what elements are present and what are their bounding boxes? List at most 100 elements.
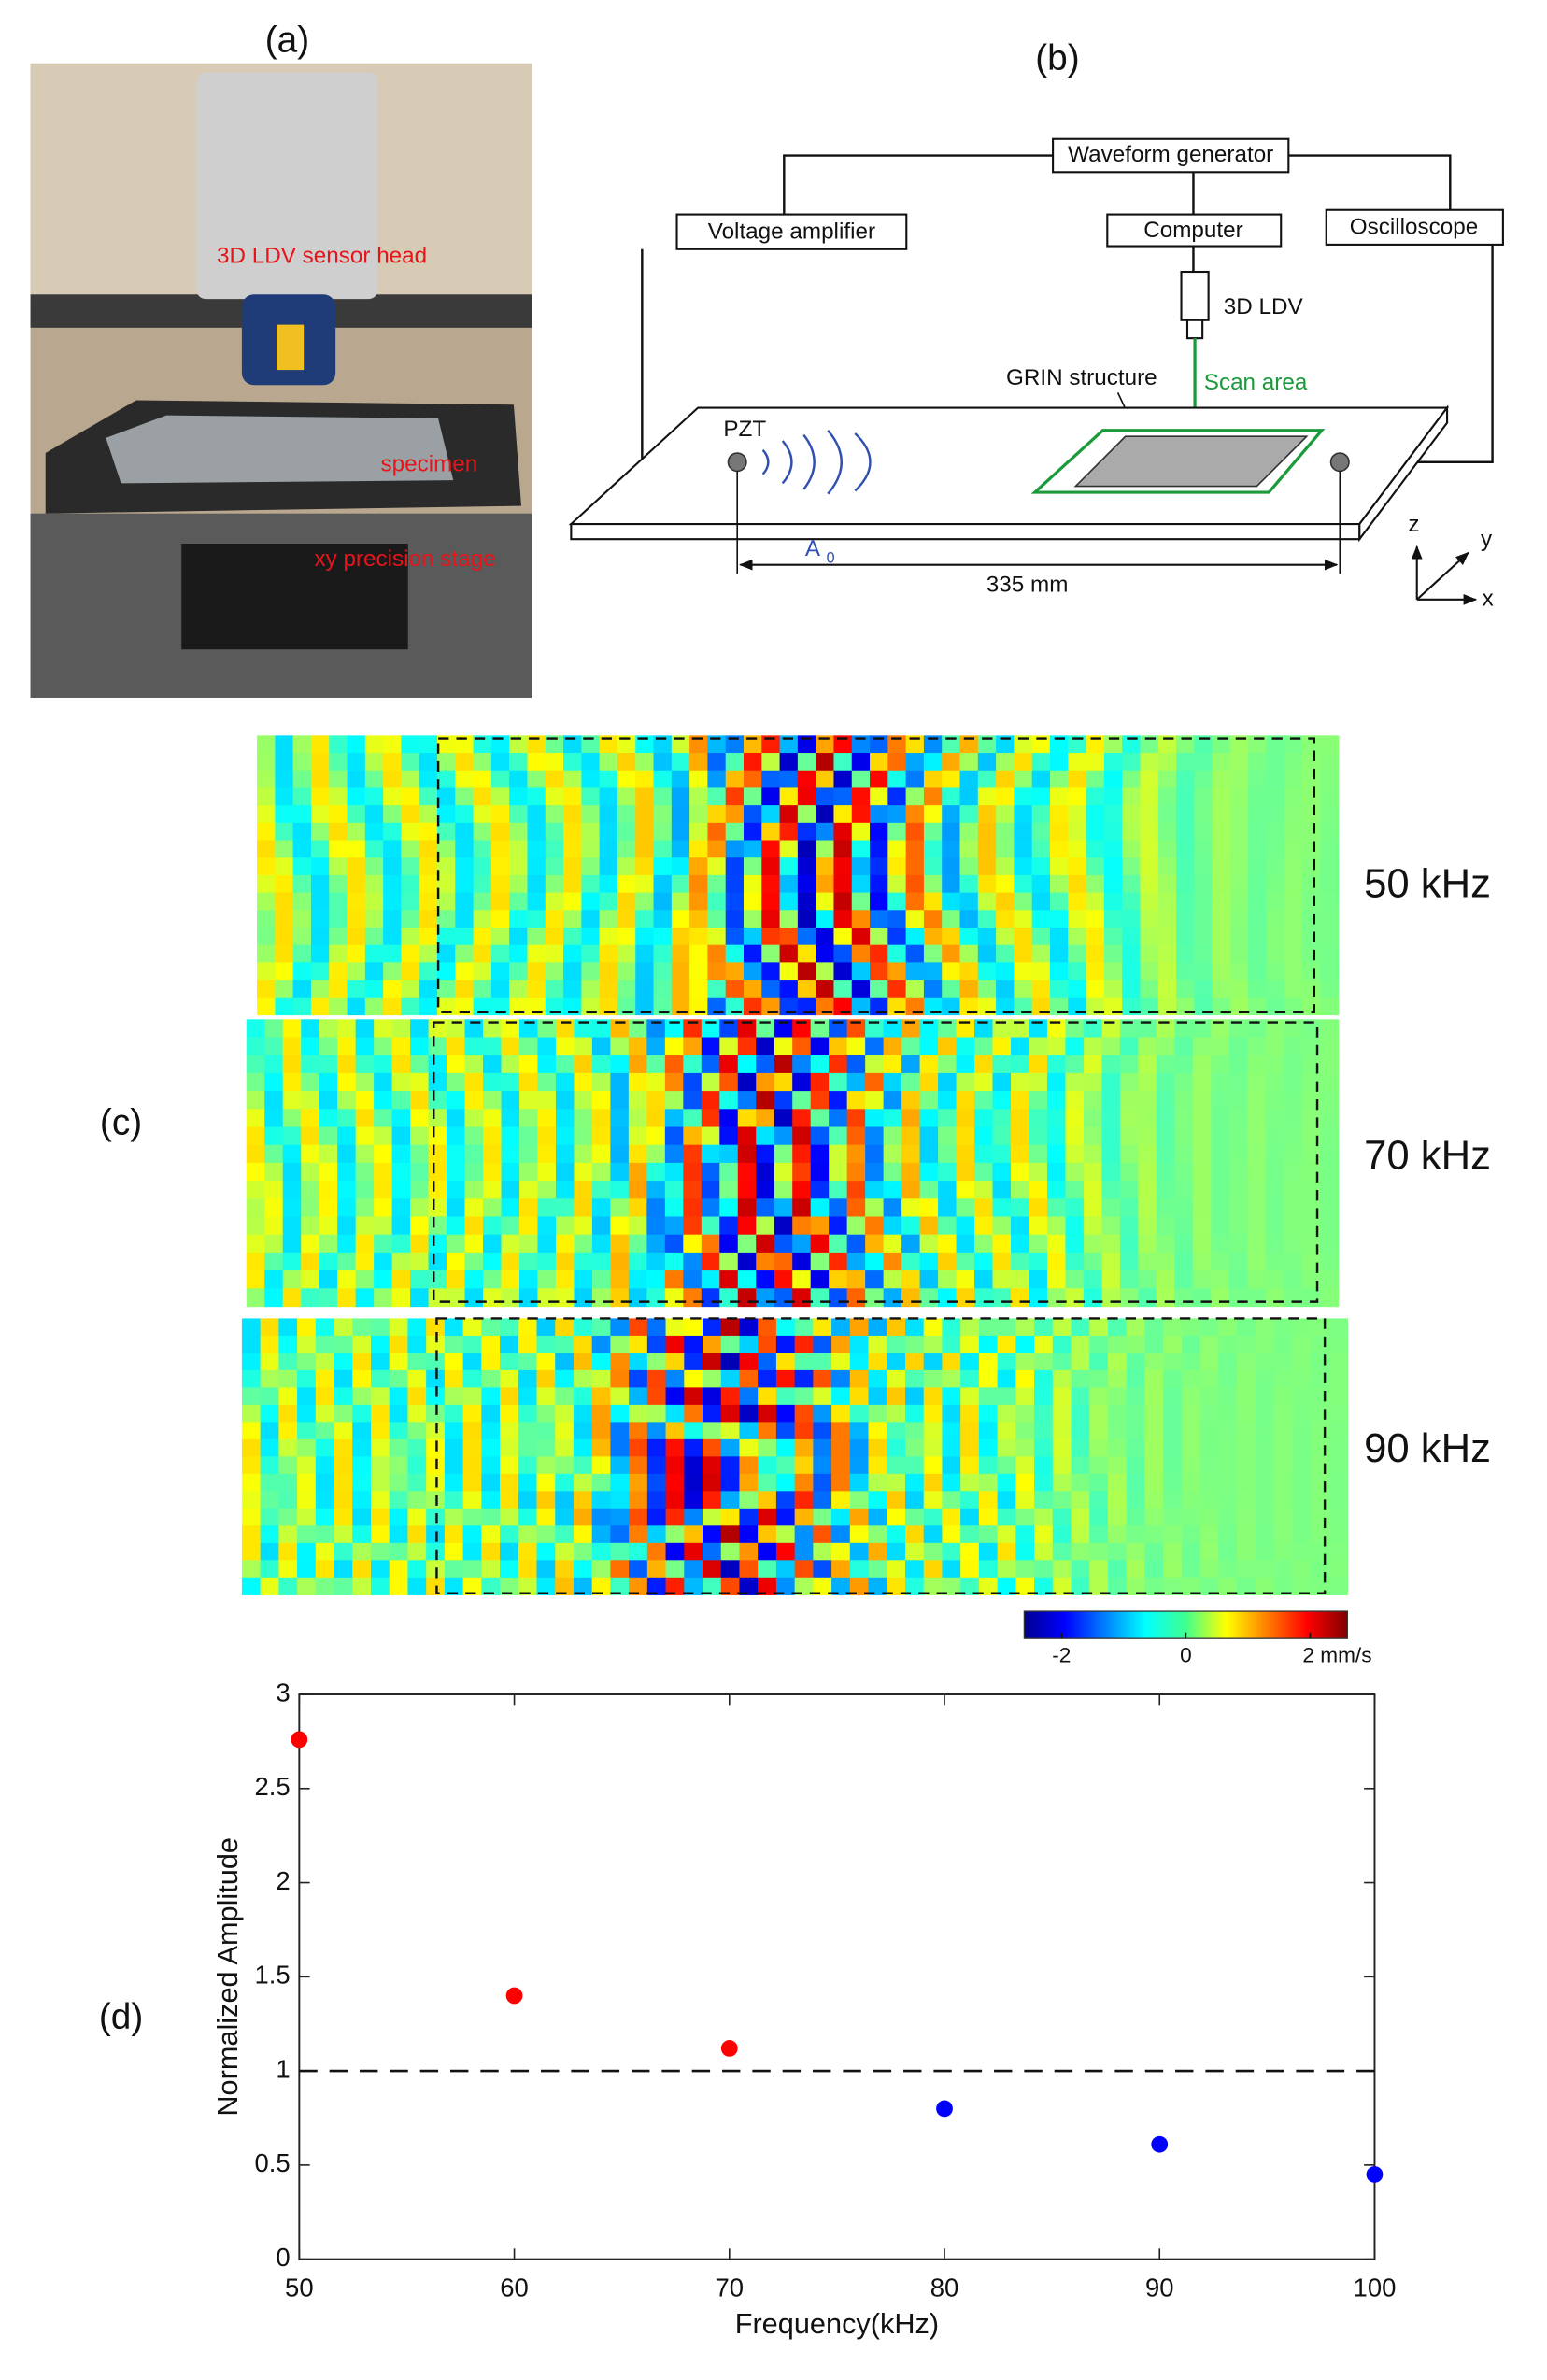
heatmap-cell bbox=[555, 1234, 575, 1254]
heatmap-cell bbox=[509, 874, 529, 894]
heatmap-cell bbox=[1010, 1198, 1030, 1218]
heatmap-cell bbox=[846, 1162, 866, 1182]
heatmap-cell bbox=[444, 1560, 464, 1579]
heatmap-cell bbox=[743, 962, 762, 981]
heatmap-cell bbox=[292, 997, 312, 1016]
heatmap-cell bbox=[301, 1270, 320, 1289]
heatmap-cell bbox=[1228, 1091, 1248, 1110]
heatmap-cell bbox=[1266, 910, 1285, 928]
heatmap-cell bbox=[870, 857, 888, 876]
heatmap-cell bbox=[919, 1144, 939, 1164]
heatmap-cell bbox=[923, 1525, 944, 1544]
heatmap-cell bbox=[1181, 1353, 1201, 1371]
heatmap-cell bbox=[574, 1019, 593, 1039]
heatmap-cell bbox=[610, 1369, 630, 1389]
heatmap-cell bbox=[1086, 910, 1105, 928]
heatmap-cell bbox=[813, 1577, 832, 1595]
heatmap-cell bbox=[646, 1387, 667, 1406]
heatmap-cell bbox=[1049, 892, 1069, 911]
heatmap-cell bbox=[573, 1335, 593, 1354]
heatmap-cell bbox=[846, 1181, 866, 1199]
heatmap-cell bbox=[355, 1055, 375, 1074]
heatmap-cell bbox=[978, 1387, 999, 1406]
heatmap-cell bbox=[1103, 735, 1123, 754]
heatmap-cell bbox=[1211, 1055, 1230, 1074]
heatmap-cell bbox=[389, 1560, 409, 1579]
heatmap-cell bbox=[301, 1126, 320, 1146]
heatmap-cell bbox=[1211, 1252, 1230, 1271]
heatmap-cell bbox=[419, 997, 438, 1016]
heatmap-cell bbox=[996, 840, 1015, 858]
heatmap-cell bbox=[1101, 1019, 1121, 1039]
heatmap-cell bbox=[923, 892, 943, 911]
y-tick-label: 0 bbox=[276, 2243, 290, 2272]
heatmap-cell bbox=[374, 1181, 393, 1199]
heatmap-cell bbox=[610, 1508, 630, 1526]
heatmap-cell bbox=[509, 962, 529, 981]
heatmap-cell bbox=[1071, 1335, 1090, 1354]
heatmap-cell bbox=[1181, 1404, 1201, 1424]
heatmap-cell bbox=[301, 1252, 320, 1271]
heatmap-cell bbox=[1107, 1456, 1128, 1475]
heatmap-cell bbox=[629, 1456, 648, 1475]
heatmap-cell bbox=[1031, 805, 1051, 824]
heatmap-cell bbox=[671, 787, 690, 806]
heatmap-cell bbox=[447, 1162, 466, 1182]
heatmap-cell bbox=[761, 874, 781, 894]
heatmap-cell bbox=[883, 1288, 902, 1308]
heatmap-cell bbox=[1237, 1404, 1256, 1424]
heatmap-cell bbox=[665, 1456, 685, 1475]
heatmap-cell bbox=[870, 753, 888, 772]
heatmap-cell bbox=[401, 997, 420, 1016]
heatmap-cell bbox=[1157, 892, 1177, 911]
heatmap-cell bbox=[829, 1198, 848, 1218]
heatmap-cell bbox=[1086, 927, 1105, 946]
panel-label: (b) bbox=[1035, 38, 1079, 78]
heatmap-cell bbox=[591, 1335, 612, 1354]
heatmap-cell bbox=[739, 1508, 759, 1526]
heatmap-cell bbox=[938, 1216, 958, 1236]
heatmap-cell bbox=[374, 1252, 393, 1271]
heatmap-cell bbox=[490, 753, 510, 772]
heatmap-cell bbox=[490, 962, 510, 981]
heatmap-cell bbox=[1320, 1144, 1340, 1164]
heatmap-cell bbox=[1265, 1055, 1284, 1074]
heatmap-cell bbox=[1273, 1542, 1293, 1561]
heatmap-cell bbox=[833, 962, 853, 981]
heatmap-cell bbox=[555, 1126, 575, 1146]
heatmap-cell bbox=[919, 1288, 939, 1308]
heatmap-cell bbox=[870, 892, 888, 911]
heatmap-cell bbox=[444, 1508, 464, 1526]
heatmap-cell bbox=[257, 874, 277, 894]
heatmap-cell bbox=[1163, 1456, 1183, 1475]
heatmap-cell bbox=[756, 1037, 775, 1056]
heatmap-cell bbox=[555, 1019, 575, 1039]
heatmap-cell bbox=[775, 1369, 796, 1389]
heatmap-cell bbox=[1212, 753, 1231, 772]
heatmap-cell bbox=[490, 927, 510, 946]
heatmap-cell bbox=[337, 1270, 357, 1289]
heatmap-cell bbox=[683, 1198, 703, 1218]
heatmap-cell bbox=[1065, 1198, 1085, 1218]
heatmap-cell bbox=[591, 1456, 612, 1475]
heatmap-cell bbox=[868, 1560, 887, 1579]
heatmap-cell bbox=[628, 1252, 648, 1271]
heatmap-cell bbox=[481, 1577, 501, 1595]
heatmap-cell bbox=[883, 1126, 902, 1146]
heatmap-cell bbox=[1014, 840, 1033, 858]
heatmap-cell bbox=[329, 857, 348, 876]
heatmap-cell bbox=[628, 1019, 648, 1039]
heatmap-cell bbox=[883, 1216, 902, 1236]
heatmap-cell bbox=[610, 1252, 630, 1271]
heatmap-cell bbox=[1174, 1198, 1194, 1218]
heatmap-cell bbox=[337, 1037, 357, 1056]
heatmap-cell bbox=[545, 735, 564, 754]
heatmap-cell bbox=[1138, 1216, 1157, 1236]
heatmap-cell bbox=[942, 874, 961, 894]
heatmap-cell bbox=[455, 840, 475, 858]
heatmap-cell bbox=[831, 1369, 851, 1389]
heatmap-cell bbox=[1292, 1438, 1312, 1458]
heatmap-cell bbox=[1302, 997, 1322, 1016]
heatmap-cell bbox=[774, 1055, 793, 1074]
heatmap-cell bbox=[923, 822, 943, 842]
